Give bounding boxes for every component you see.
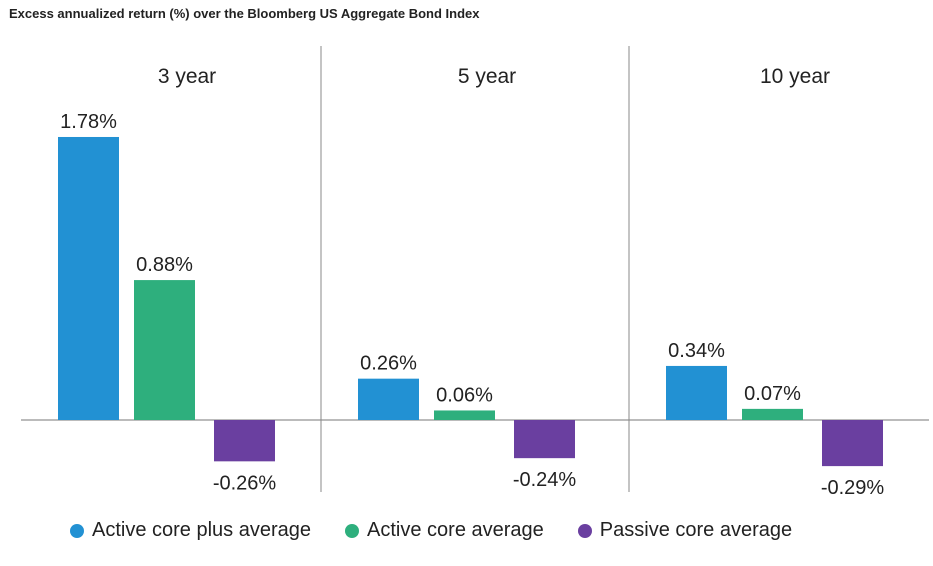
bar-3-year-series-0: [58, 136, 119, 421]
data-label-3-year-series-1: 0.88%: [136, 254, 193, 276]
data-label-3-year-series-2: -0.26%: [213, 472, 277, 494]
bar-10-year-series-0: [666, 365, 727, 420]
panel-header-5-year: 5 year: [458, 65, 516, 88]
data-label-10-year-series-0: 0.34%: [668, 340, 725, 362]
data-label-5-year-series-2: -0.24%: [513, 469, 577, 491]
legend-item-passive-core: Passive core average: [577, 519, 793, 542]
bar-3-year-series-1: [134, 280, 195, 420]
data-label-10-year-series-2: -0.29%: [821, 477, 885, 499]
bar-10-year-series-2: [822, 420, 883, 467]
legend-item-active-core-plus: Active core plus average: [70, 519, 311, 542]
bar-10-year-series-1: [742, 408, 803, 420]
panel-header-10-year: 10 year: [760, 65, 830, 88]
bar-5-year-series-1: [434, 410, 495, 420]
legend-label-active-core: Active core average: [367, 519, 544, 541]
legend-swatch-active-core: [345, 523, 360, 538]
bar-5-year-series-0: [358, 378, 419, 420]
legend-label-passive-core: Passive core average: [599, 519, 793, 541]
data-label-10-year-series-1: 0.07%: [744, 383, 801, 405]
data-label-3-year-series-0: 1.78%: [60, 111, 117, 133]
legend-swatch-active-core-plus: [70, 523, 84, 538]
bar-5-year-series-2: [514, 420, 575, 459]
chart-title: Excess annualized return (%) over the Bl…: [9, 6, 480, 21]
data-label-5-year-series-0: 0.26%: [360, 353, 417, 375]
legend-swatch-passive-core: [577, 523, 592, 538]
data-label-5-year-series-1: 0.06%: [436, 384, 493, 406]
legend-item-active-core: Active core average: [345, 519, 544, 542]
legend-label-active-core-plus: Active core plus average: [92, 519, 312, 541]
legend: Active core plus average Active core ave…: [70, 519, 826, 542]
bar-3-year-series-2: [214, 420, 275, 462]
panel-header-3-year: 3 year: [158, 65, 216, 88]
